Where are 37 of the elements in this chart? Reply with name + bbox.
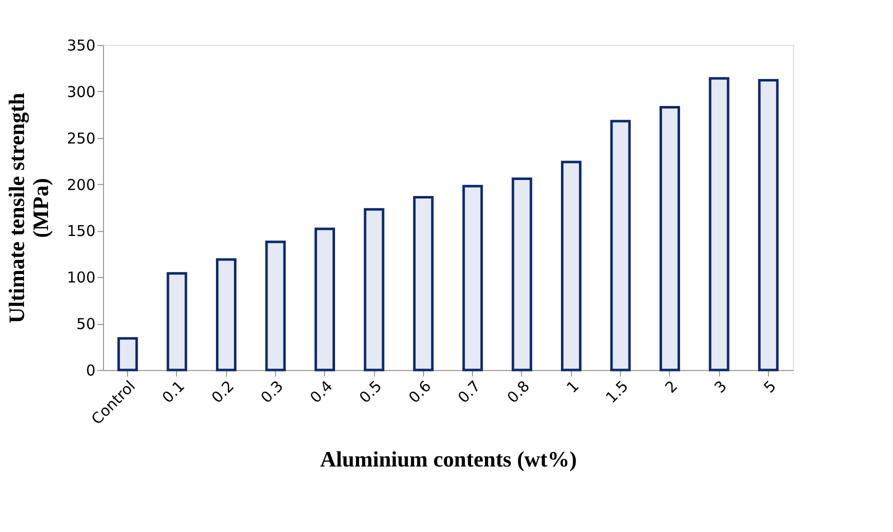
- y-tick-label: 300: [66, 82, 96, 101]
- y-tick-label: 200: [66, 176, 96, 194]
- bar: [462, 184, 483, 372]
- bar: [314, 228, 336, 372]
- bar: [216, 258, 236, 372]
- bar: [660, 106, 680, 372]
- x-tick-label: 0.5: [356, 377, 386, 407]
- bar: [610, 120, 631, 372]
- x-tick-label: 0.4: [306, 377, 336, 407]
- y-tick-label: 250: [66, 129, 96, 148]
- x-tick-label: 0.3: [257, 377, 287, 407]
- bar: [117, 337, 138, 372]
- x-tick-label: 0.2: [208, 377, 238, 407]
- x-tick-label: 3: [710, 377, 730, 397]
- y-tick-label: 50: [76, 315, 96, 334]
- y-tick-label: 150: [66, 222, 96, 240]
- bar: [512, 177, 532, 372]
- bar: [265, 240, 286, 372]
- bar: [166, 272, 188, 372]
- bar: [364, 208, 384, 372]
- x-tick-label: 0.8: [504, 377, 534, 407]
- y-tick-label: 0: [86, 362, 96, 380]
- x-tick-label: 1.5: [602, 377, 632, 407]
- x-tick-label: 5: [760, 377, 780, 397]
- x-tick-label: 2: [662, 377, 682, 397]
- y-tick-label: 350: [66, 36, 96, 54]
- x-tick-label: 1: [563, 377, 583, 397]
- y-tick-label: 100: [66, 268, 96, 287]
- x-tick-label: 0.1: [158, 377, 188, 407]
- bar: [708, 77, 730, 372]
- y-axis-title: Ultimate tensile strength (MPa): [4, 92, 53, 324]
- x-axis-title: Aluminium contents (wt%): [320, 446, 577, 472]
- bar: [560, 160, 582, 372]
- x-tick-label: 0.6: [405, 377, 435, 407]
- bar: [758, 79, 779, 372]
- bar: [413, 196, 434, 372]
- x-tick-label: 0.7: [454, 377, 484, 407]
